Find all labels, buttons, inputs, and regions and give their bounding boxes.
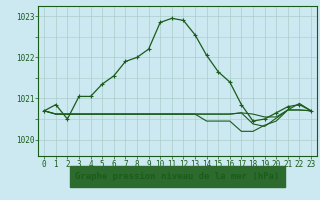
X-axis label: Graphe pression niveau de la mer (hPa): Graphe pression niveau de la mer (hPa) [76,172,280,181]
